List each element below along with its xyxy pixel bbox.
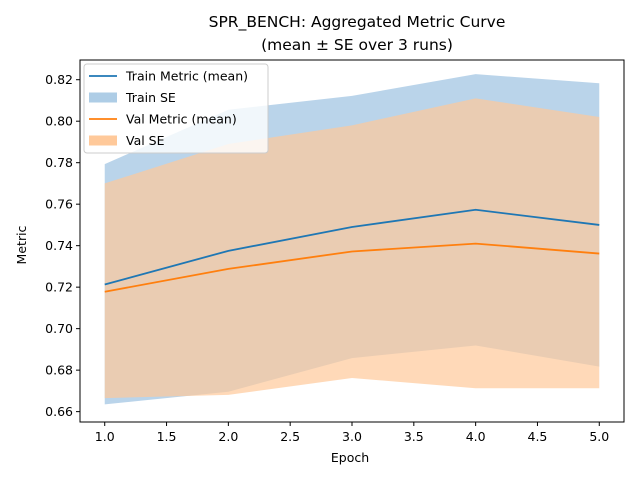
y-tick-label: 0.76 bbox=[45, 197, 73, 212]
x-axis-label: Epoch bbox=[331, 450, 369, 465]
legend: Train Metric (mean) Train SE Val Metric (m… bbox=[83, 63, 269, 154]
y-axis-label: Metric bbox=[14, 225, 29, 264]
legend-val-se-swatch bbox=[89, 135, 117, 146]
mean-lines bbox=[104, 208, 600, 293]
y-tick-label: 0.80 bbox=[45, 114, 73, 129]
y-tick-label: 0.78 bbox=[45, 155, 73, 170]
y-tick-label: 0.68 bbox=[45, 363, 73, 378]
legend-train-se-label: Train SE bbox=[125, 90, 176, 105]
x-tick-label: 2.0 bbox=[218, 429, 238, 444]
legend-val-se-label: Val SE bbox=[126, 133, 165, 148]
x-tick-label: 5.0 bbox=[589, 429, 609, 444]
axes: 1.0 1.5 2.0 2.5 3.0 3.5 4.0 4.5 5.0 0.66 0.68 0.70 0… bbox=[45, 59, 625, 444]
se-bands bbox=[104, 74, 600, 405]
x-tick-label: 1.0 bbox=[95, 429, 115, 444]
se-band-val bbox=[104, 98, 600, 399]
x-tick-label: 3.0 bbox=[342, 429, 362, 444]
x-tick-label: 4.0 bbox=[466, 429, 486, 444]
y-tick-label: 0.70 bbox=[45, 321, 73, 336]
x-tick-label: 1.5 bbox=[157, 429, 177, 444]
chart-subtitle: (mean ± SE over 3 runs) bbox=[261, 36, 453, 54]
legend-train-se-swatch bbox=[89, 92, 117, 103]
x-tick-label: 4.5 bbox=[528, 429, 548, 444]
chart-title: SPR_BENCH: Aggregated Metric Curve bbox=[209, 13, 506, 32]
legend-val-mean-label: Val Metric (mean) bbox=[126, 112, 237, 127]
y-tick-label: 0.72 bbox=[45, 280, 73, 295]
legend-train-mean-label: Train Metric (mean) bbox=[125, 69, 248, 84]
legend-box bbox=[83, 63, 269, 154]
x-tick-label: 3.5 bbox=[404, 429, 424, 444]
y-tick-label: 0.74 bbox=[45, 238, 73, 253]
y-tick-label: 0.82 bbox=[45, 72, 73, 87]
y-tick-label: 0.66 bbox=[45, 404, 73, 419]
x-tick-label: 2.5 bbox=[280, 429, 300, 444]
